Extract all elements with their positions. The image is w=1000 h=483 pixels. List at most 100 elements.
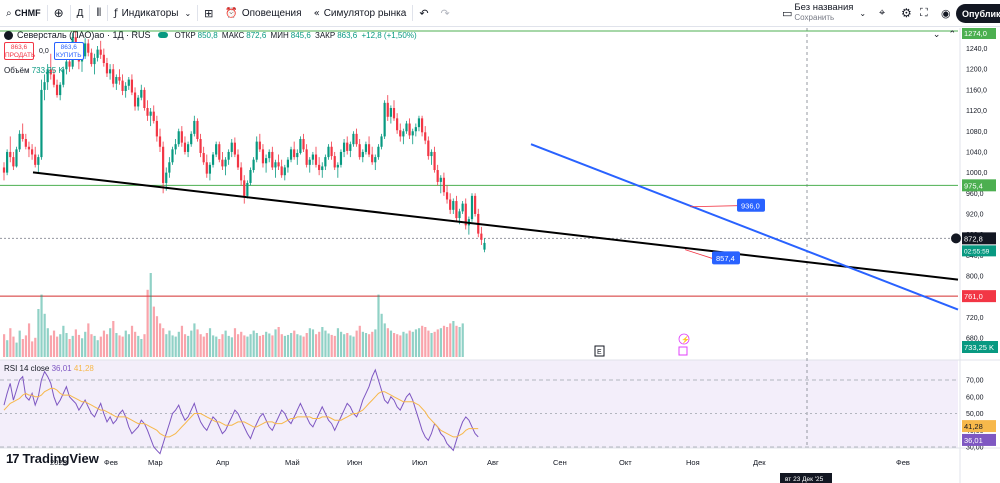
volume-bar — [96, 340, 99, 357]
redo-button[interactable]: ↷ — [435, 0, 456, 27]
volume-bar — [352, 336, 355, 357]
volume-bar — [330, 334, 333, 357]
candle-body — [52, 74, 56, 85]
candle-body — [442, 177, 446, 193]
volume-bar — [27, 323, 31, 357]
gear-icon: ⚙ — [901, 6, 912, 20]
volume-bar — [383, 323, 386, 357]
earnings-glyph: E — [597, 349, 602, 356]
ohlc-values: ОТКР 850,8 МАКС 872,6 МИН 845,6 ЗАКР 863,6 +… — [175, 31, 419, 40]
symbol-search[interactable]: ⌕ CHMF — [0, 0, 47, 27]
sell-price: 863,6 — [10, 44, 28, 51]
price-tick-label: 800,0 — [966, 273, 984, 280]
candle-body — [420, 118, 424, 133]
candle-body — [96, 49, 99, 58]
rewind-icon: « — [313, 7, 320, 19]
volume-bar — [43, 313, 46, 357]
volume-bar — [93, 335, 96, 357]
settings-button[interactable]: ⚙ — [895, 0, 918, 27]
volume-bar — [152, 306, 155, 357]
candle-body — [283, 167, 286, 176]
time-axis-label: Сен — [553, 458, 567, 467]
undo-button[interactable]: ↶ — [413, 0, 434, 27]
annotation-connector-lower — [684, 249, 713, 259]
candle-body — [377, 146, 380, 158]
candle-body — [336, 164, 339, 168]
price-tick-label: 960,0 — [966, 191, 984, 198]
collapse-icon[interactable]: ⌃ — [948, 30, 956, 40]
indicators-button[interactable]: ƒ Индикаторы ⌄ — [108, 0, 197, 27]
candle-body — [224, 159, 227, 167]
countdown-badge-bg — [962, 245, 996, 257]
volume-bar — [15, 342, 18, 357]
quick-search-button[interactable]: ⌖ — [873, 0, 891, 27]
candle-body — [302, 139, 305, 150]
candle-body — [236, 154, 240, 168]
snapshot-button[interactable]: ◉ — [935, 0, 957, 27]
compare-button[interactable]: ⊕ — [48, 0, 70, 27]
chart-type-button[interactable]: ⫴ — [90, 0, 107, 27]
volume-bar — [402, 331, 405, 357]
price-tick-label: 920,0 — [966, 211, 984, 218]
volume-bar — [452, 321, 455, 357]
sell-button[interactable]: 863,6 ПРОДАТЬ — [4, 42, 35, 60]
candle-body — [321, 166, 324, 171]
layout-name-button[interactable]: ▭ Без названия Сохранить ⌄ — [776, 0, 872, 27]
alerts-button[interactable]: ⏰ Оповещения — [219, 0, 307, 27]
volume-bar — [305, 333, 308, 357]
candle-body — [305, 149, 308, 165]
fullscreen-button[interactable]: ⛶ — [914, 0, 934, 27]
search-icon: ⌕ — [6, 7, 12, 19]
publish-button[interactable]: Опублико — [956, 4, 1000, 23]
volume-bar — [339, 331, 343, 357]
volume-bar — [240, 331, 243, 357]
volume-bar — [143, 334, 146, 357]
candle-body — [386, 102, 389, 117]
series-title[interactable]: Северсталь (ПАО)ао · 1Д · RUS — [17, 30, 151, 40]
candle-body — [327, 146, 330, 158]
candle-body — [158, 136, 162, 147]
volume-bar — [71, 335, 74, 357]
rsi-pane-background — [0, 360, 958, 448]
redo-icon: ↷ — [440, 6, 450, 20]
volume-bar — [227, 335, 230, 357]
candle-body — [40, 89, 43, 158]
candle-body — [65, 61, 68, 70]
volume-bar — [180, 325, 184, 357]
volume-bar — [62, 325, 65, 357]
price-chart[interactable]: 1240,0 1200,0 1160,0 1120,0 1080,0 1040,0 1000… — [0, 28, 1000, 483]
candle-body — [6, 151, 9, 173]
chevron-down-icon: ⌄ — [859, 8, 867, 18]
volume-bar — [436, 329, 439, 357]
volume-bar — [439, 328, 442, 357]
time-axis-label: Авг — [487, 458, 499, 467]
volume-bar — [6, 340, 9, 357]
candle-body — [449, 199, 452, 210]
trade-buttons: 863,6 ПРОДАТЬ 0,0 863,6 КУПИТЬ — [4, 42, 84, 60]
rsi-label: RSI 14 close — [4, 364, 50, 373]
volume-bar — [208, 328, 212, 357]
annotation-label-upper-bg — [737, 198, 765, 212]
dividend-icon — [678, 346, 688, 356]
candle-body — [30, 149, 34, 155]
rsi-tick-label: 70,00 — [966, 378, 984, 385]
interval-button[interactable]: Д — [71, 0, 90, 27]
price-tick-label: 1000,0 — [966, 170, 988, 177]
time-axis-label: Фев — [104, 458, 118, 467]
candle-body — [355, 133, 358, 145]
candle-body — [330, 146, 333, 157]
volume-bar — [46, 328, 49, 357]
replay-button[interactable]: « Симулятор рынка — [308, 0, 413, 27]
volume-badge: 733,25 K — [964, 343, 994, 352]
candle-body — [62, 69, 65, 85]
candle-body — [402, 131, 405, 137]
tradingview-logo[interactable]: 17 TradingView — [6, 451, 99, 466]
layouts-button[interactable]: ⊞ — [198, 0, 219, 27]
candle-body — [37, 157, 40, 165]
volume-bar — [190, 330, 193, 357]
annotation-connector-upper — [689, 205, 738, 208]
alerts-label: Оповещения — [241, 7, 302, 19]
buy-button[interactable]: 863,6 КУПИТЬ — [53, 42, 84, 60]
chevron-down-icon[interactable]: ⌄ — [932, 30, 941, 40]
candle-body — [249, 170, 252, 183]
